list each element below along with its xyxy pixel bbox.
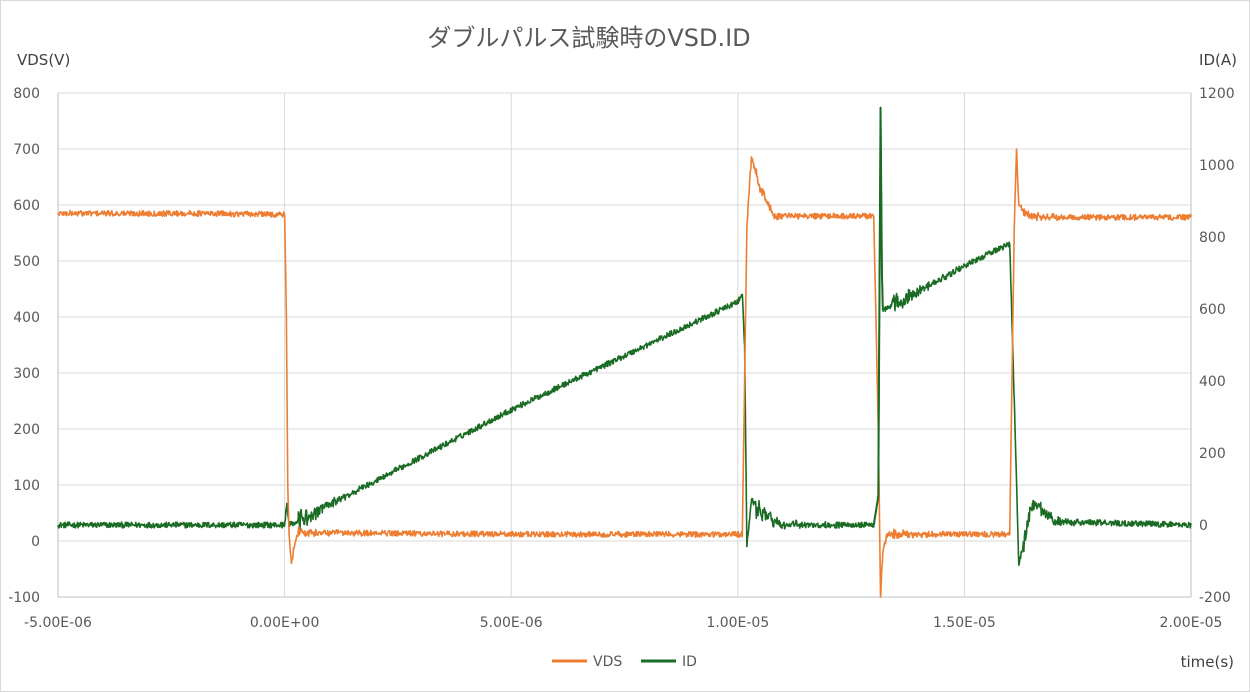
axes [57,93,1192,598]
series-line-vds [57,148,1192,598]
x-tick-label: 0.00E+00 [250,615,320,631]
x-tick-label: -5.00E-06 [24,615,92,631]
y-left-tick-label: 700 [13,142,40,158]
grid [58,92,1192,597]
y-right-tick-label: 800 [1199,230,1226,246]
y-left-axis-title: VDS(V) [17,51,70,69]
y-left-tick-label: 400 [13,310,40,326]
y-left-tick-label: 100 [13,478,40,494]
y-left-tick-label: 300 [13,366,40,382]
y-left-tick-label: 0 [31,534,40,550]
y-right-tick-label: 600 [1199,302,1226,318]
y-right-tick-label: 1000 [1199,158,1235,174]
y-right-tick-label: -200 [1199,590,1231,606]
tick-labels: -100 0 100 200 300 400 500 600 700 800 -5.00E-06 0.… [8,86,1234,631]
x-tick-label: 1.50E-05 [933,615,996,631]
y-right-tick-label: 1200 [1199,86,1235,102]
x-tick-label: 1.00E-05 [706,615,769,631]
chart-title: ダブルパルス試験時のVSD.ID [427,24,750,52]
series-line-id-spike [872,107,888,526]
x-tick-label: 2.00E-05 [1160,615,1223,631]
x-tick-label: 5.00E-06 [480,615,543,631]
y-right-tick-label: 200 [1199,446,1226,462]
y-right-tick-label: 400 [1199,374,1226,390]
y-left-tick-label: 800 [13,86,40,102]
legend: VDS ID [552,654,697,670]
y-left-tick-label: -100 [8,590,40,606]
y-left-tick-label: 200 [13,422,40,438]
legend-label-vds: VDS [593,654,622,670]
y-left-tick-label: 600 [13,198,40,214]
x-axis-title: time(s) [1181,653,1234,671]
y-right-tick-label: 0 [1199,518,1208,534]
y-right-axis-title: ID(A) [1199,51,1237,69]
series-layer [57,106,1192,598]
series-line-id [57,106,1192,566]
legend-label-id: ID [682,654,697,670]
y-left-tick-label: 500 [13,254,40,270]
